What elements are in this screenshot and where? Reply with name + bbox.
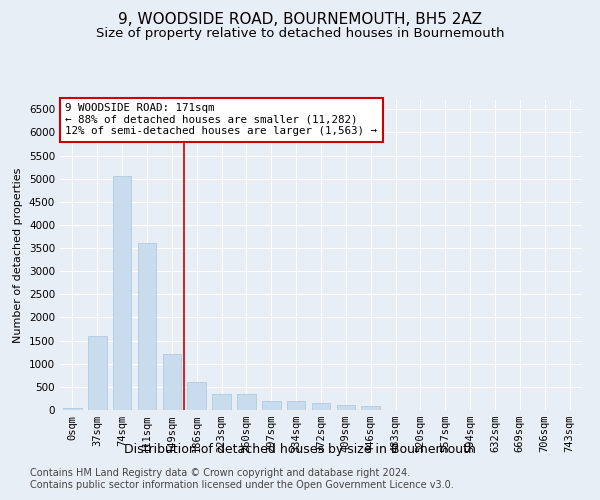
Text: 9, WOODSIDE ROAD, BOURNEMOUTH, BH5 2AZ: 9, WOODSIDE ROAD, BOURNEMOUTH, BH5 2AZ [118,12,482,28]
Bar [163,354,181,410]
Bar [262,401,281,410]
Bar [311,404,331,410]
Bar [63,408,82,410]
Text: 9 WOODSIDE ROAD: 171sqm
← 88% of detached houses are smaller (11,282)
12% of sem: 9 WOODSIDE ROAD: 171sqm ← 88% of detache… [65,103,377,136]
Bar [237,394,256,410]
Bar [187,382,206,410]
Bar [337,406,355,410]
Text: Distribution of detached houses by size in Bournemouth: Distribution of detached houses by size … [124,442,476,456]
Text: Contains HM Land Registry data © Crown copyright and database right 2024.: Contains HM Land Registry data © Crown c… [30,468,410,477]
Bar [361,406,380,410]
Bar [212,394,231,410]
Bar [137,244,157,410]
Text: Contains public sector information licensed under the Open Government Licence v3: Contains public sector information licen… [30,480,454,490]
Bar [113,176,131,410]
Text: Size of property relative to detached houses in Bournemouth: Size of property relative to detached ho… [96,28,504,40]
Bar [88,336,107,410]
Bar [287,402,305,410]
Y-axis label: Number of detached properties: Number of detached properties [13,168,23,342]
